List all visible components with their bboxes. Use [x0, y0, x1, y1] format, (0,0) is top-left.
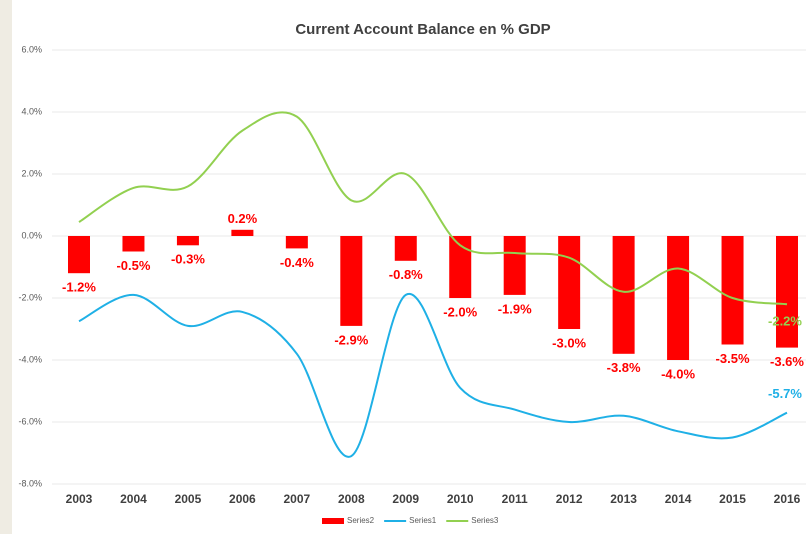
legend-swatch: [322, 518, 344, 524]
data-label: -3.6%: [770, 354, 804, 369]
x-tick-label: 2007: [283, 492, 310, 506]
x-tick-label: 2006: [229, 492, 256, 506]
data-label: 0.2%: [228, 211, 258, 226]
data-label: -1.9%: [498, 301, 532, 316]
data-label: -0.4%: [280, 255, 314, 270]
x-tick-label: 2011: [502, 492, 528, 506]
data-label: -2.9%: [334, 332, 368, 347]
grid: [52, 49, 806, 485]
legend-label: Series3: [471, 516, 499, 525]
legend: Series2 Series1 Series3: [322, 516, 499, 525]
x-tick-label: 2009: [392, 492, 419, 506]
data-label: -0.8%: [389, 267, 423, 282]
chart-title: Current Account Balance en % GDP: [295, 21, 550, 38]
y-tick-label: -6.0%: [18, 416, 42, 426]
bar: [558, 236, 581, 329]
line: [78, 111, 788, 306]
x-tick-label: 2004: [120, 492, 147, 506]
bar: [176, 236, 199, 246]
data-label: -3.8%: [607, 360, 641, 375]
bar: [340, 236, 363, 326]
data-label: -2.2%: [768, 314, 802, 329]
bar: [122, 236, 145, 252]
bar: [68, 236, 90, 274]
x-tick-label: 2013: [610, 492, 637, 506]
y-tick-label: 2.0%: [21, 168, 42, 178]
y-tick-label: 6.0%: [21, 44, 42, 54]
bar: [503, 236, 526, 295]
bar: [721, 236, 744, 345]
bar: [776, 236, 798, 348]
legend-label: Series2: [347, 516, 375, 525]
data-label: -4.0%: [661, 366, 695, 381]
data-label: -0.5%: [116, 258, 150, 273]
y-tick-label: -2.0%: [18, 292, 42, 302]
legend-label: Series1: [409, 516, 437, 525]
data-label: -1.2%: [62, 280, 96, 295]
bar: [449, 236, 472, 298]
line: [78, 292, 788, 458]
data-label: -0.3%: [171, 252, 205, 267]
x-tick-label: 2012: [556, 492, 583, 506]
x-tick-label: 2010: [447, 492, 474, 506]
bar: [394, 236, 417, 261]
x-tick-label: 2014: [665, 492, 692, 506]
y-tick-label: 4.0%: [21, 106, 42, 116]
data-label: -3.0%: [552, 335, 586, 350]
bar: [612, 236, 635, 354]
x-tick-label: 2003: [66, 492, 93, 506]
y-tick-label: 0.0%: [21, 230, 42, 240]
bar: [667, 236, 690, 360]
data-label: -5.7%: [768, 386, 802, 401]
x-tick-label: 2015: [719, 492, 746, 506]
x-tick-label: 2016: [774, 492, 801, 506]
x-tick-label: 2005: [175, 492, 202, 506]
y-tick-label: -4.0%: [18, 354, 42, 364]
bar: [231, 229, 254, 236]
x-tick-label: 2008: [338, 492, 365, 506]
data-label: -2.0%: [443, 304, 477, 319]
bar: [285, 236, 308, 249]
y-tick-label: -8.0%: [18, 478, 42, 488]
data-label: -3.5%: [716, 351, 750, 366]
